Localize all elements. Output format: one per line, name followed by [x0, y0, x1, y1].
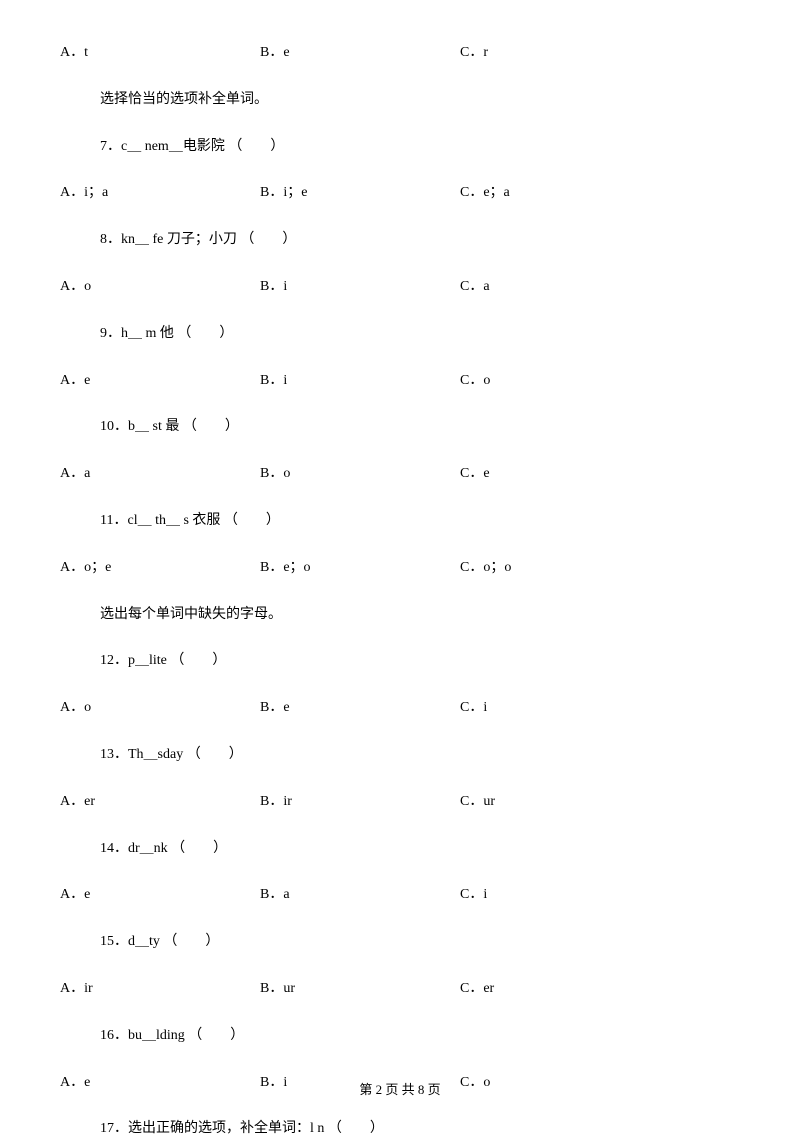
- option-a: A．o: [60, 700, 260, 717]
- option-a: A．t: [60, 45, 260, 62]
- q12-options: A．o B．e C．i: [60, 700, 740, 717]
- option-c: C．e；a: [460, 185, 660, 202]
- option-c: C．er: [460, 981, 660, 998]
- option-c: C．ur: [460, 794, 660, 811]
- q14-options: A．e B．a C．i: [60, 887, 740, 904]
- question-13: 13．Th＿sday （ ）: [60, 747, 740, 764]
- option-a: A．e: [60, 373, 260, 390]
- section-heading-2: 选出每个单词中缺失的字母。: [60, 607, 740, 624]
- question-17: 17．选出正确的选项，补全单词：l n （ ）: [60, 1121, 740, 1138]
- option-b: B．i: [260, 279, 460, 296]
- question-7: 7．c＿ nem＿电影院 （ ）: [60, 139, 740, 156]
- option-c: C．i: [460, 700, 660, 717]
- question-16: 16．bu＿lding （ ）: [60, 1028, 740, 1045]
- option-c: C．o: [460, 373, 660, 390]
- option-b: B．o: [260, 466, 460, 483]
- question-8: 8．kn＿ fe 刀子；小刀 （ ）: [60, 232, 740, 249]
- option-c: C．i: [460, 887, 660, 904]
- question-15: 15．d＿ty （ ）: [60, 934, 740, 951]
- option-b: B．ur: [260, 981, 460, 998]
- option-c: C．r: [460, 45, 660, 62]
- option-c: C．a: [460, 279, 660, 296]
- option-a: A．er: [60, 794, 260, 811]
- option-a: A．a: [60, 466, 260, 483]
- option-b: B．e；o: [260, 560, 460, 577]
- section-heading-1: 选择恰当的选项补全单词。: [60, 92, 740, 109]
- question-11: 11．cl＿ th＿ s 衣服 （ ）: [60, 513, 740, 530]
- option-b: B．i；e: [260, 185, 460, 202]
- q8-options: A．o B．i C．a: [60, 279, 740, 296]
- option-a: A．ir: [60, 981, 260, 998]
- option-b: B．i: [260, 373, 460, 390]
- option-b: B．e: [260, 45, 460, 62]
- q9-options: A．e B．i C．o: [60, 373, 740, 390]
- page-footer: 第 2 页 共 8 页: [0, 1082, 800, 1098]
- option-b: B．ir: [260, 794, 460, 811]
- q15-options: A．ir B．ur C．er: [60, 981, 740, 998]
- option-a: A．o: [60, 279, 260, 296]
- option-a: A．e: [60, 887, 260, 904]
- option-b: B．e: [260, 700, 460, 717]
- option-b: B．a: [260, 887, 460, 904]
- q13-options: A．er B．ir C．ur: [60, 794, 740, 811]
- option-c: C．o；o: [460, 560, 660, 577]
- top-options-row: A．t B．e C．r: [60, 45, 740, 62]
- question-12: 12．p＿lite （ ）: [60, 653, 740, 670]
- question-10: 10．b＿ st 最 （ ）: [60, 419, 740, 436]
- option-c: C．e: [460, 466, 660, 483]
- option-a: A．o；e: [60, 560, 260, 577]
- question-14: 14．dr＿nk （ ）: [60, 841, 740, 858]
- question-9: 9．h＿ m 他 （ ）: [60, 326, 740, 343]
- q11-options: A．o；e B．e；o C．o；o: [60, 560, 740, 577]
- q7-options: A．i；a B．i；e C．e；a: [60, 185, 740, 202]
- q10-options: A．a B．o C．e: [60, 466, 740, 483]
- option-a: A．i；a: [60, 185, 260, 202]
